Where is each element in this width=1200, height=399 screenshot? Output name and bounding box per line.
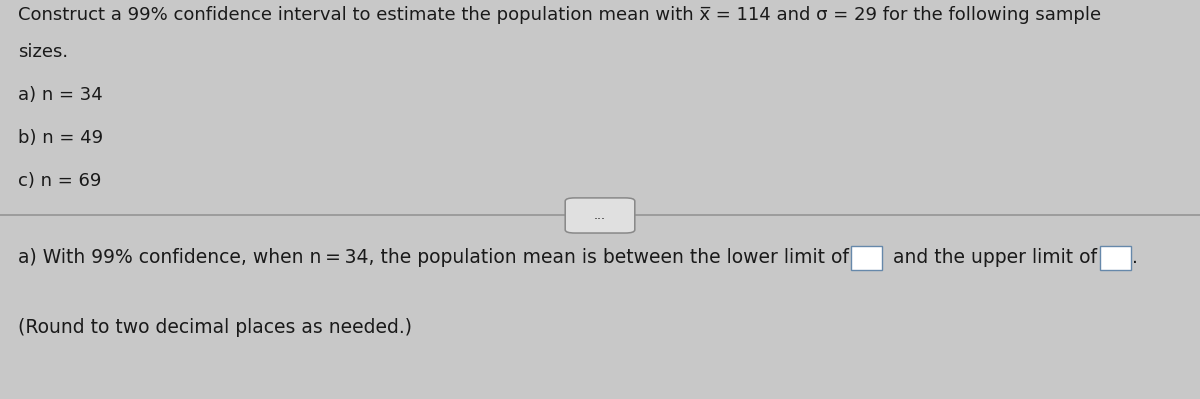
Text: a) n = 34: a) n = 34 bbox=[18, 86, 103, 104]
Text: .: . bbox=[1132, 249, 1138, 267]
Text: ...: ... bbox=[594, 209, 606, 222]
Text: b) n = 49: b) n = 49 bbox=[18, 129, 103, 147]
Text: a) With 99% confidence, when n = 34, the population mean is between the lower li: a) With 99% confidence, when n = 34, the… bbox=[18, 249, 848, 267]
Text: (Round to two decimal places as needed.): (Round to two decimal places as needed.) bbox=[18, 318, 412, 337]
FancyBboxPatch shape bbox=[1099, 246, 1130, 270]
Text: c) n = 69: c) n = 69 bbox=[18, 172, 101, 190]
Text: and the upper limit of: and the upper limit of bbox=[887, 249, 1097, 267]
FancyBboxPatch shape bbox=[851, 246, 882, 270]
Text: Construct a 99% confidence interval to estimate the population mean with x̅ = 11: Construct a 99% confidence interval to e… bbox=[18, 6, 1102, 24]
Text: sizes.: sizes. bbox=[18, 43, 68, 61]
